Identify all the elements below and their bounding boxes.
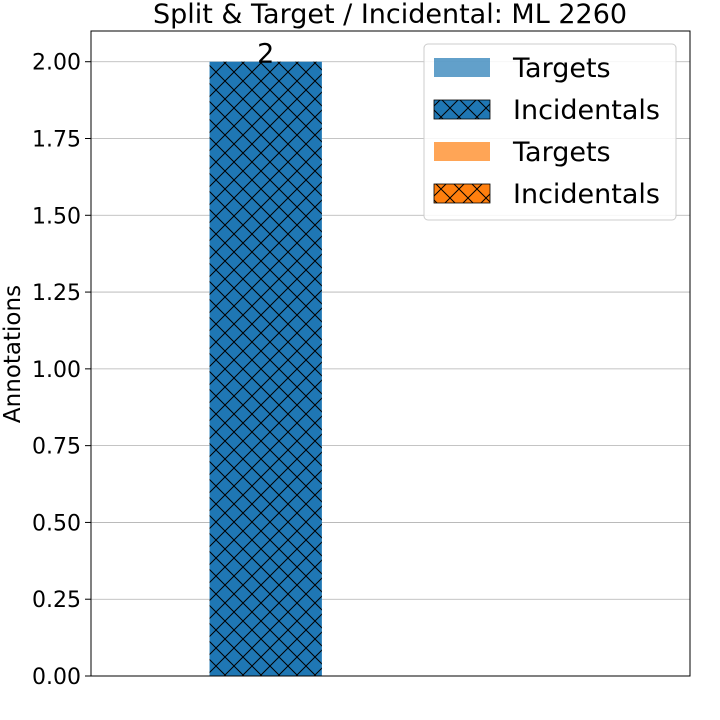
legend-label: Incidentals: [513, 179, 660, 210]
y-axis-label: Annotations: [0, 285, 26, 423]
plot-frame: [90, 30, 691, 677]
legend: Targets Incidentals Targets Incidentals: [423, 43, 677, 221]
y-axis-ticks: 0.00 0.25 0.50 0.75 1.00 1.25 1.50 1.75 2.00: [32, 51, 91, 690]
data-label: 2: [257, 39, 274, 70]
legend-frame: [423, 43, 677, 221]
y-tick-label: 1.00: [32, 358, 81, 383]
legend-label: Targets: [512, 53, 611, 84]
legend-label: Targets: [512, 137, 611, 168]
legend-swatch-hatch: [433, 183, 491, 204]
y-tick-label: 1.25: [32, 281, 81, 306]
y-tick-label: 0.00: [32, 665, 81, 690]
legend-swatch: [434, 142, 490, 161]
y-tick-label: 0.50: [32, 511, 81, 536]
legend-swatch: [434, 58, 490, 77]
legend-label: Incidentals: [513, 95, 660, 126]
bar-hatch: [209, 61, 322, 676]
y-tick-label: 1.50: [32, 204, 81, 229]
y-tick-label: 0.75: [32, 435, 81, 460]
y-tick-label: 1.75: [32, 128, 81, 153]
y-tick-label: 2.00: [32, 51, 81, 76]
chart-title: Split & Target / Incidental: ML 2260: [153, 0, 627, 30]
bars: [209, 61, 322, 676]
y-tick-label: 0.25: [32, 588, 81, 613]
legend-swatch-hatch: [433, 99, 491, 120]
data-labels: 2: [257, 39, 274, 70]
grid-lines: [91, 61, 690, 677]
